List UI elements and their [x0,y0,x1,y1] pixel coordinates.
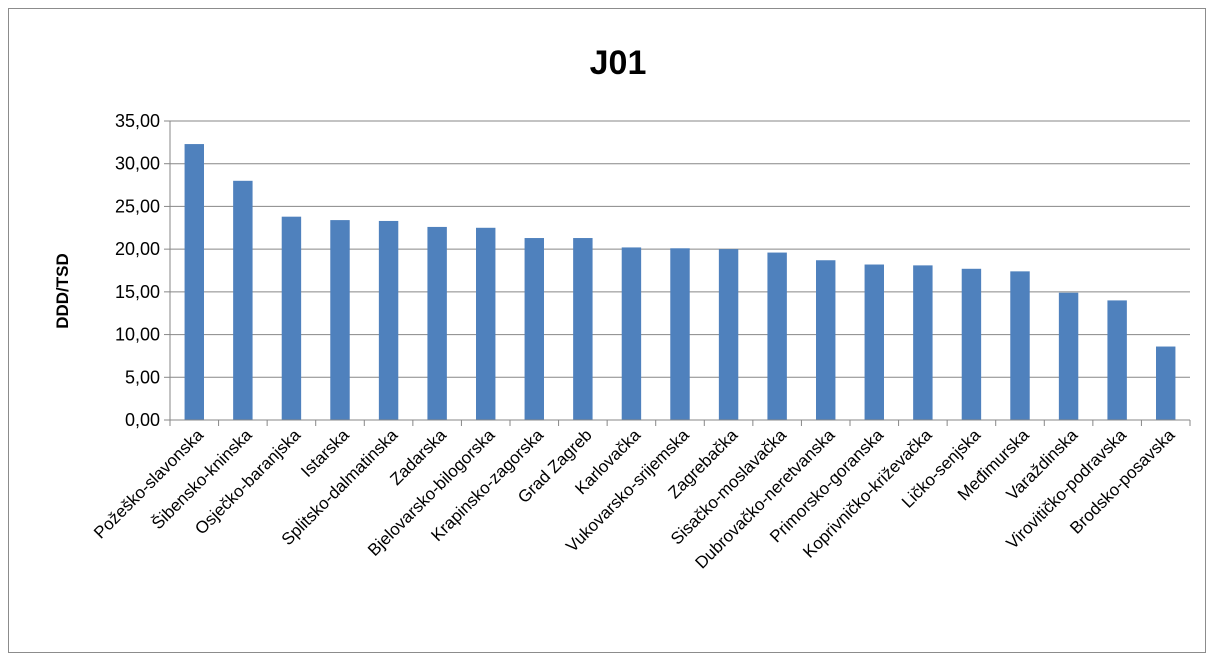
bar [913,265,933,420]
bar [573,238,593,420]
y-tick-label: 5,00 [125,367,160,387]
y-tick-label: 10,00 [115,325,160,345]
bar [476,227,496,420]
bar [378,220,399,420]
chart-title: J01 [590,44,647,82]
bar [1107,300,1127,420]
chart-frame [8,8,1206,653]
bar [816,260,836,420]
bar [718,249,739,420]
y-tick-label: 15,00 [115,282,160,302]
bar [767,252,787,420]
bars [184,144,1176,420]
bar [864,264,884,420]
bar [1058,292,1079,420]
bar [427,226,447,420]
y-tick-label: 20,00 [115,239,160,259]
bar [1010,271,1030,420]
bar [281,216,302,420]
y-tick-label: 0,00 [125,410,160,430]
bar [961,268,982,420]
bar [184,144,204,420]
bar [621,247,642,420]
y-axis-ticks: 0,00 5,00 10,00 15,00 20,00 25,00 30,00 35,00 [115,111,160,430]
bar [330,220,350,420]
y-tick-label: 35,00 [115,111,160,131]
bar [1156,346,1176,420]
y-axis-label: DDD/TSD [53,253,72,329]
bar [524,238,544,420]
axes [164,120,1191,426]
x-axis-categories: Požeško-slavonskaŠibensko-kninskaOsječko… [90,425,1179,572]
bar [233,180,253,420]
y-tick-label: 30,00 [115,154,160,174]
y-tick-label: 25,00 [115,196,160,216]
bar [670,248,690,420]
